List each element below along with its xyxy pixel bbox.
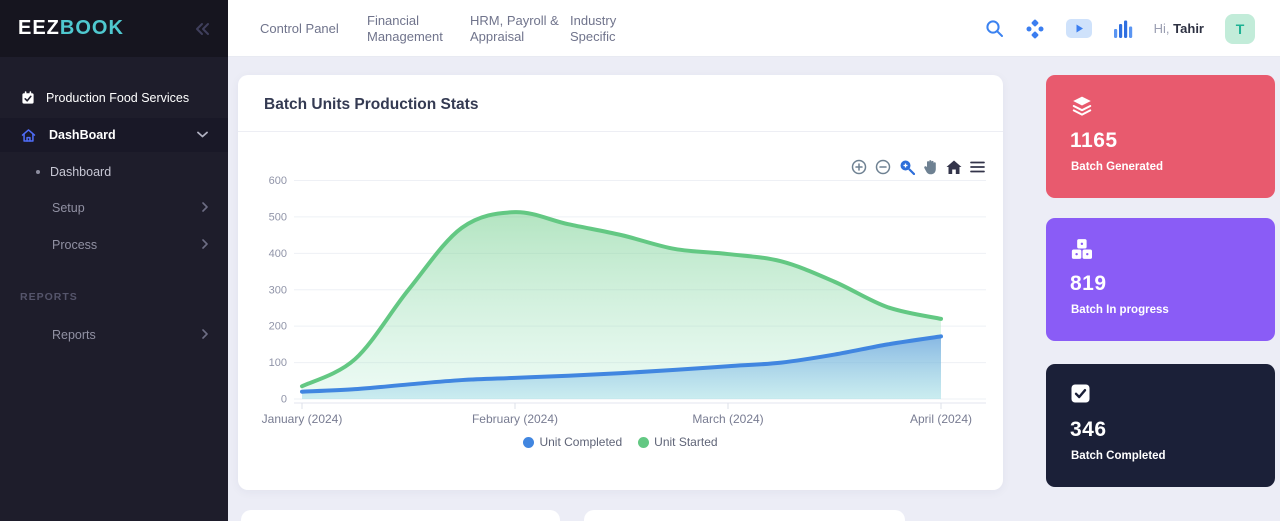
legend-item-unit-completed[interactable]: Unit Completed xyxy=(523,435,622,449)
svg-text:500: 500 xyxy=(269,211,287,223)
sidebar-process-label: Process xyxy=(52,238,97,252)
stat-card-batch-generated: 1165 Batch Generated xyxy=(1046,75,1275,198)
bar-chart-icon[interactable] xyxy=(1113,20,1133,38)
chevron-down-icon xyxy=(197,129,208,141)
stat-card-batch-completed: 346 Batch Completed xyxy=(1046,364,1275,487)
nav-hrm-payroll-appraisal[interactable]: HRM, Payroll & Appraisal xyxy=(470,0,560,57)
legend-item-unit-started[interactable]: Unit Started xyxy=(638,435,717,449)
search-icon[interactable] xyxy=(985,19,1004,38)
chart-legend: Unit Completed Unit Started xyxy=(238,435,1003,449)
user-name: Tahir xyxy=(1173,21,1204,36)
legend-dot-blue xyxy=(523,437,534,448)
production-area-chart[interactable]: 0 100 200 300 400 500 600 January (2024) Februar… xyxy=(238,75,1003,490)
app-logo: EEZBOOK xyxy=(18,17,124,40)
sidebar-item-dashboard-parent[interactable]: DashBoard xyxy=(0,118,228,152)
svg-text:March (2024): March (2024) xyxy=(692,412,763,426)
sidebar-dashboard-label: DashBoard xyxy=(49,128,116,142)
sidebar-service-label: Production Food Services xyxy=(46,91,189,105)
calendar-check-icon xyxy=(20,90,36,106)
svg-text:200: 200 xyxy=(269,321,287,333)
chevron-right-icon xyxy=(202,329,208,342)
bullet-icon xyxy=(36,170,40,174)
nav-industry-specific[interactable]: Industry Specific xyxy=(570,0,632,57)
partial-card-left xyxy=(241,510,560,521)
svg-text:400: 400 xyxy=(269,248,287,260)
svg-text:600: 600 xyxy=(269,175,287,187)
sidebar-reports-label: Reports xyxy=(52,328,96,342)
svg-text:January (2024): January (2024) xyxy=(262,412,343,426)
sidebar-setup-label: Setup xyxy=(52,201,85,215)
layers-icon xyxy=(1071,95,1093,117)
svg-text:April (2024): April (2024) xyxy=(910,412,972,426)
stat-label: Batch In progress xyxy=(1071,304,1169,316)
logo-row: EEZBOOK xyxy=(0,0,228,57)
checkbox-icon xyxy=(1071,384,1090,403)
topbar: Control Panel Financial Management HRM, … xyxy=(228,0,1280,57)
stat-value: 819 xyxy=(1070,272,1107,296)
stat-label: Batch Completed xyxy=(1071,450,1166,462)
legend-label: Unit Started xyxy=(654,435,717,449)
nav-financial-management[interactable]: Financial Management xyxy=(367,0,459,57)
sidebar: EEZBOOK Production Food Services DashBoa… xyxy=(0,0,228,521)
avatar[interactable]: T xyxy=(1225,14,1255,44)
chart-card: Batch Units Production Stats 01002003004… xyxy=(238,75,1003,490)
topbar-right: Hi, Tahir T xyxy=(985,0,1255,57)
apps-grid-icon[interactable] xyxy=(1025,19,1045,39)
sidebar-dashboard-child-label: Dashboard xyxy=(50,165,111,179)
user-greeting: Hi, Tahir xyxy=(1154,21,1204,36)
logo-primary: EEZ xyxy=(18,17,60,39)
home-icon xyxy=(20,127,37,144)
stat-value: 346 xyxy=(1070,418,1107,442)
svg-text:February (2024): February (2024) xyxy=(472,412,558,426)
svg-text:0: 0 xyxy=(281,394,287,406)
legend-dot-green xyxy=(638,437,649,448)
sidebar-item-dashboard-child[interactable]: Dashboard xyxy=(0,162,228,182)
sidebar-item-production-food-services[interactable]: Production Food Services xyxy=(0,84,228,112)
stat-card-batch-in-progress: 819 Batch In progress xyxy=(1046,218,1275,341)
svg-text:300: 300 xyxy=(269,284,287,296)
sidebar-item-reports[interactable]: Reports xyxy=(0,325,228,345)
video-play-icon[interactable] xyxy=(1066,19,1092,38)
chevron-right-icon xyxy=(202,202,208,215)
sidebar-item-process[interactable]: Process xyxy=(0,235,228,255)
svg-text:100: 100 xyxy=(269,357,287,369)
partial-card-right xyxy=(584,510,905,521)
legend-label: Unit Completed xyxy=(539,435,622,449)
chevron-right-icon xyxy=(202,239,208,252)
stat-label: Batch Generated xyxy=(1071,161,1163,173)
logo-accent: BOOK xyxy=(60,17,124,39)
sidebar-item-setup[interactable]: Setup xyxy=(0,198,228,218)
nav-control-panel[interactable]: Control Panel xyxy=(260,0,339,57)
sidebar-collapse-icon[interactable] xyxy=(194,22,210,36)
sidebar-section-reports: REPORTS xyxy=(20,291,78,303)
stat-value: 1165 xyxy=(1070,129,1118,153)
dice-icon xyxy=(1071,238,1093,260)
